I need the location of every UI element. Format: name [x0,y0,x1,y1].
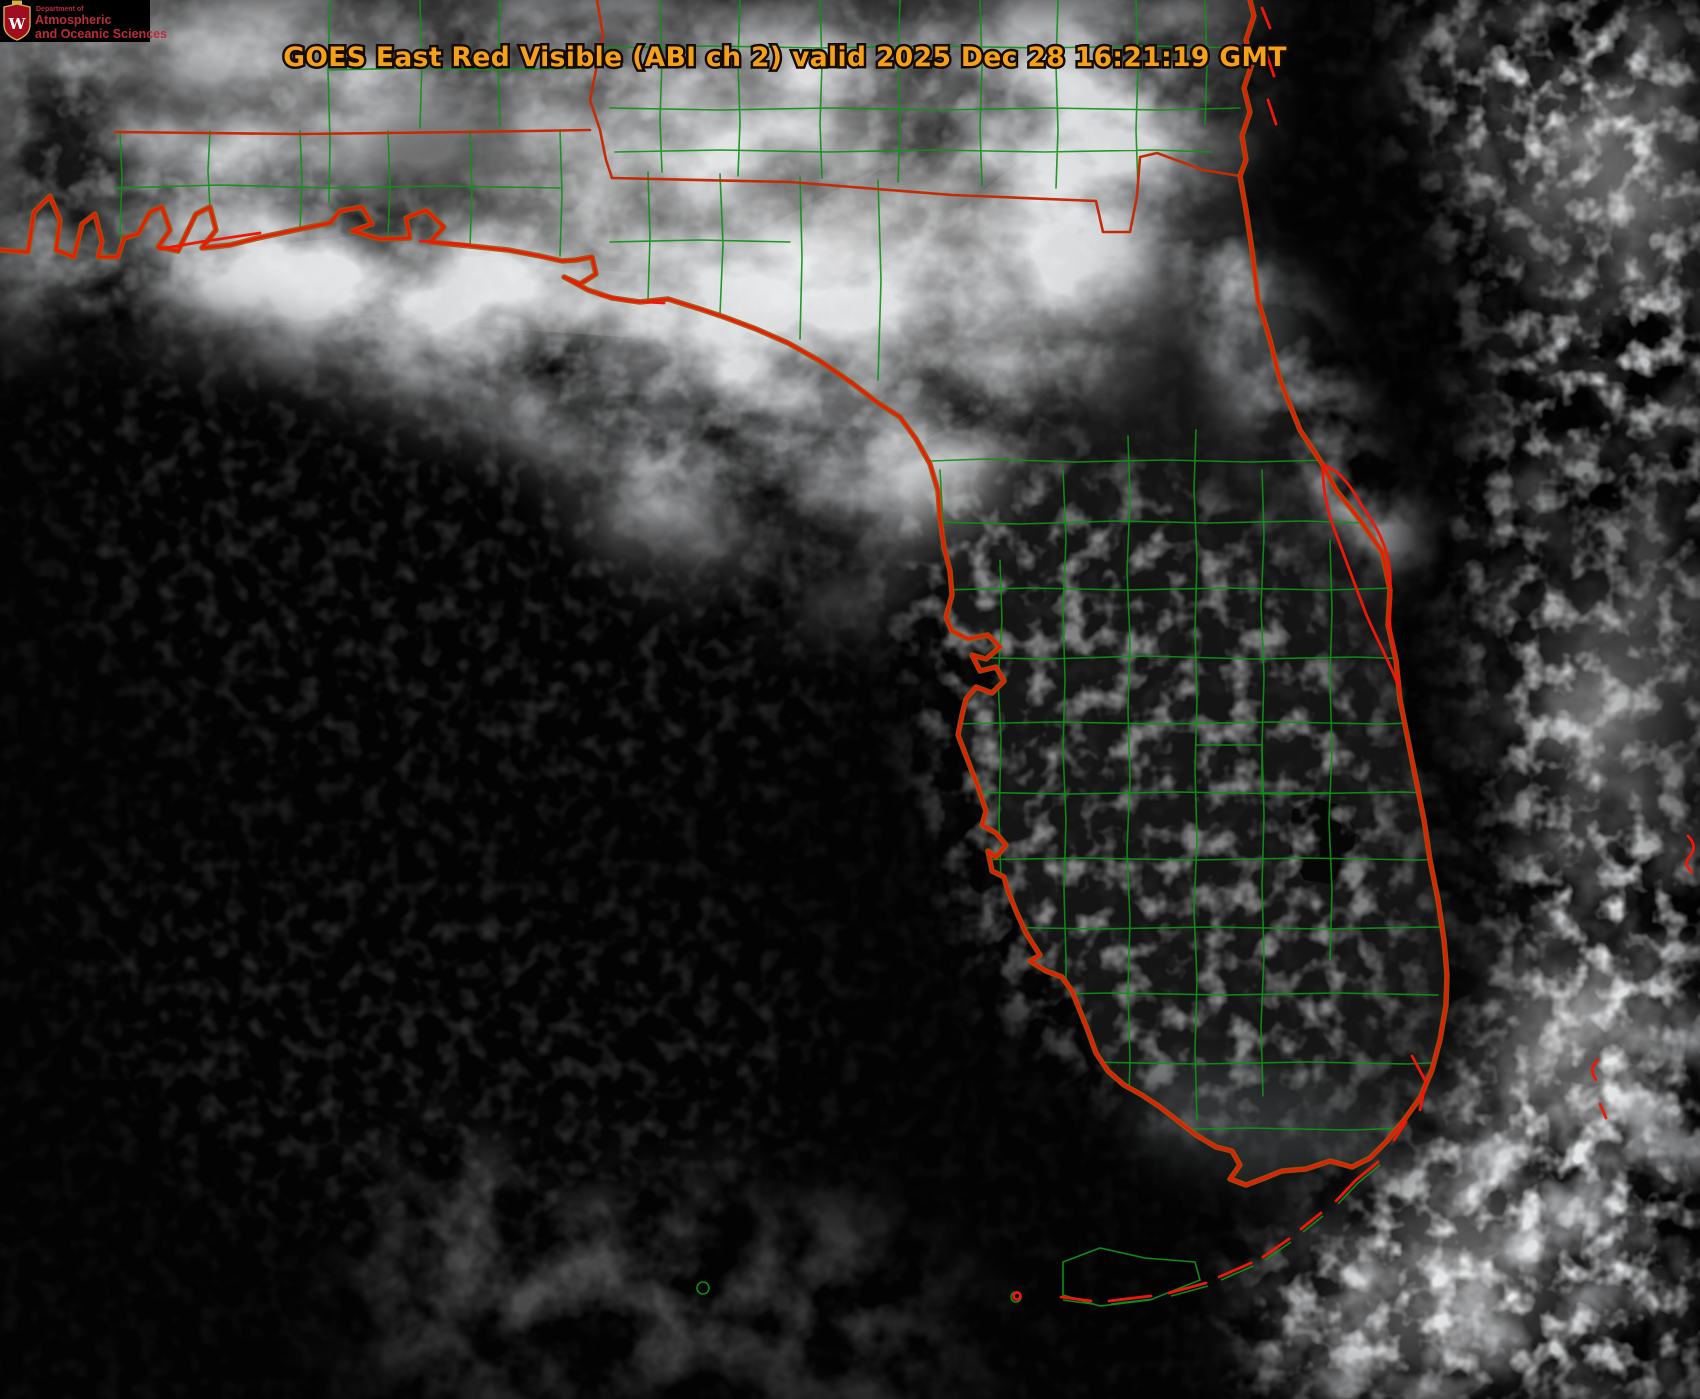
coastal-details-red [158,6,1695,1303]
panhandle-barrier-details [158,231,666,305]
biscayne-barrier [1392,1054,1428,1142]
state-line-alabama-florida [113,128,592,136]
state-line-florida-georgia [610,151,1242,234]
county-lines-peninsula-vertical [939,429,1333,1131]
county-lines-panhandle [114,0,882,381]
county-lines-georgia [599,0,1241,189]
image-title: GOES East Red Visible (ABI ch 2) valid 2… [283,42,1287,73]
logo-line1: Atmospheric [35,13,111,27]
state-boundaries [113,0,1242,234]
logo-dept-label: Department of [36,6,84,13]
georgia-barrier-islands [1260,6,1278,126]
keys-chain-red [1059,1160,1380,1303]
cape-canaveral-outline [1321,463,1402,692]
county-boundaries [114,0,1447,1131]
keys-chain-green [1062,1164,1381,1305]
uw-crest-icon: W [3,0,31,41]
logo-uw-aos: W Department of Atmospheric and Oceanic … [0,0,167,42]
marquesas-outline [696,1281,710,1295]
uw-monogram: W [8,15,27,33]
county-lines-peninsula-horizontal [904,458,1447,1131]
state-line-chattahoochee [588,0,614,180]
key-west-red [1012,1291,1022,1301]
logo-line2: and Oceanic Sciences [35,27,167,41]
bahama-bank-edges [1591,834,1695,1120]
